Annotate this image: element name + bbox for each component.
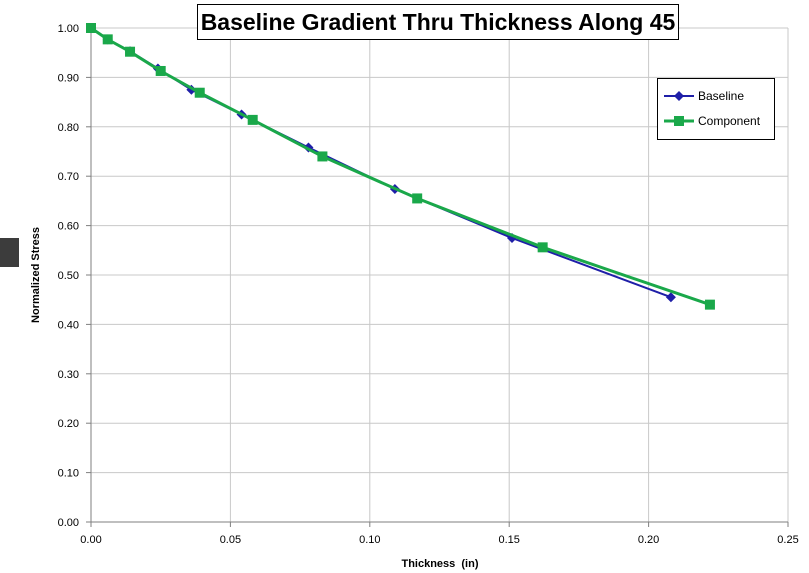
y-tick-label: 0.70 xyxy=(58,171,79,183)
x-tick-label: 0.00 xyxy=(80,534,101,546)
chart-title: Baseline Gradient Thru Thickness Along 4… xyxy=(200,8,676,35)
y-tick-label: 0.10 xyxy=(58,468,79,480)
series-line-component xyxy=(90,26,711,307)
y-tick-label: 1.00 xyxy=(58,23,79,35)
y-axis-label: Normalized Stress xyxy=(30,227,42,323)
legend-swatch-baseline xyxy=(664,91,694,101)
x-tick-label: 0.05 xyxy=(220,534,241,546)
legend-swatch-component xyxy=(664,116,694,126)
legend-item-baseline: Baseline xyxy=(658,86,774,106)
x-tick-label: 0.20 xyxy=(638,534,659,546)
point-component xyxy=(412,193,423,204)
data-series xyxy=(86,23,715,310)
tick-labels: 0.00 0.10 0.20 0.30 0.40 0.50 0.60 0.70 0.80 0.90… xyxy=(58,23,799,546)
legend-label-baseline: Baseline xyxy=(698,89,745,103)
y-tick-label: 0.30 xyxy=(58,369,79,381)
legend: Baseline Component xyxy=(657,78,775,140)
point-component xyxy=(86,23,96,33)
y-tick-label: 0.00 xyxy=(58,517,79,529)
x-tick-label: 0.25 xyxy=(777,534,798,546)
y-tick-label: 0.80 xyxy=(58,122,79,134)
point-baseline xyxy=(665,292,676,303)
point-component xyxy=(704,299,715,310)
point-component xyxy=(102,34,113,45)
point-component xyxy=(317,151,328,162)
legend-label-component: Component xyxy=(698,114,761,128)
x-tick-label: 0.15 xyxy=(498,534,519,546)
x-tick-label: 0.10 xyxy=(359,534,380,546)
y-tick-label: 0.20 xyxy=(58,418,79,430)
point-component xyxy=(247,114,258,125)
y-tick-label: 0.60 xyxy=(58,221,79,233)
y-tick-label: 0.90 xyxy=(58,72,79,84)
point-component xyxy=(155,65,166,76)
y-tick-label: 0.50 xyxy=(58,270,79,282)
chart-title-box: Baseline Gradient Thru Thickness Along 4… xyxy=(197,4,679,40)
point-component xyxy=(125,46,136,57)
axes xyxy=(86,27,789,527)
y-tick-label: 0.40 xyxy=(58,319,79,331)
point-component xyxy=(537,242,548,253)
point-component xyxy=(194,87,205,98)
x-axis-label: Thickness (in) xyxy=(401,558,479,570)
side-panel-tab[interactable] xyxy=(0,238,19,267)
legend-item-component: Component xyxy=(658,111,774,131)
